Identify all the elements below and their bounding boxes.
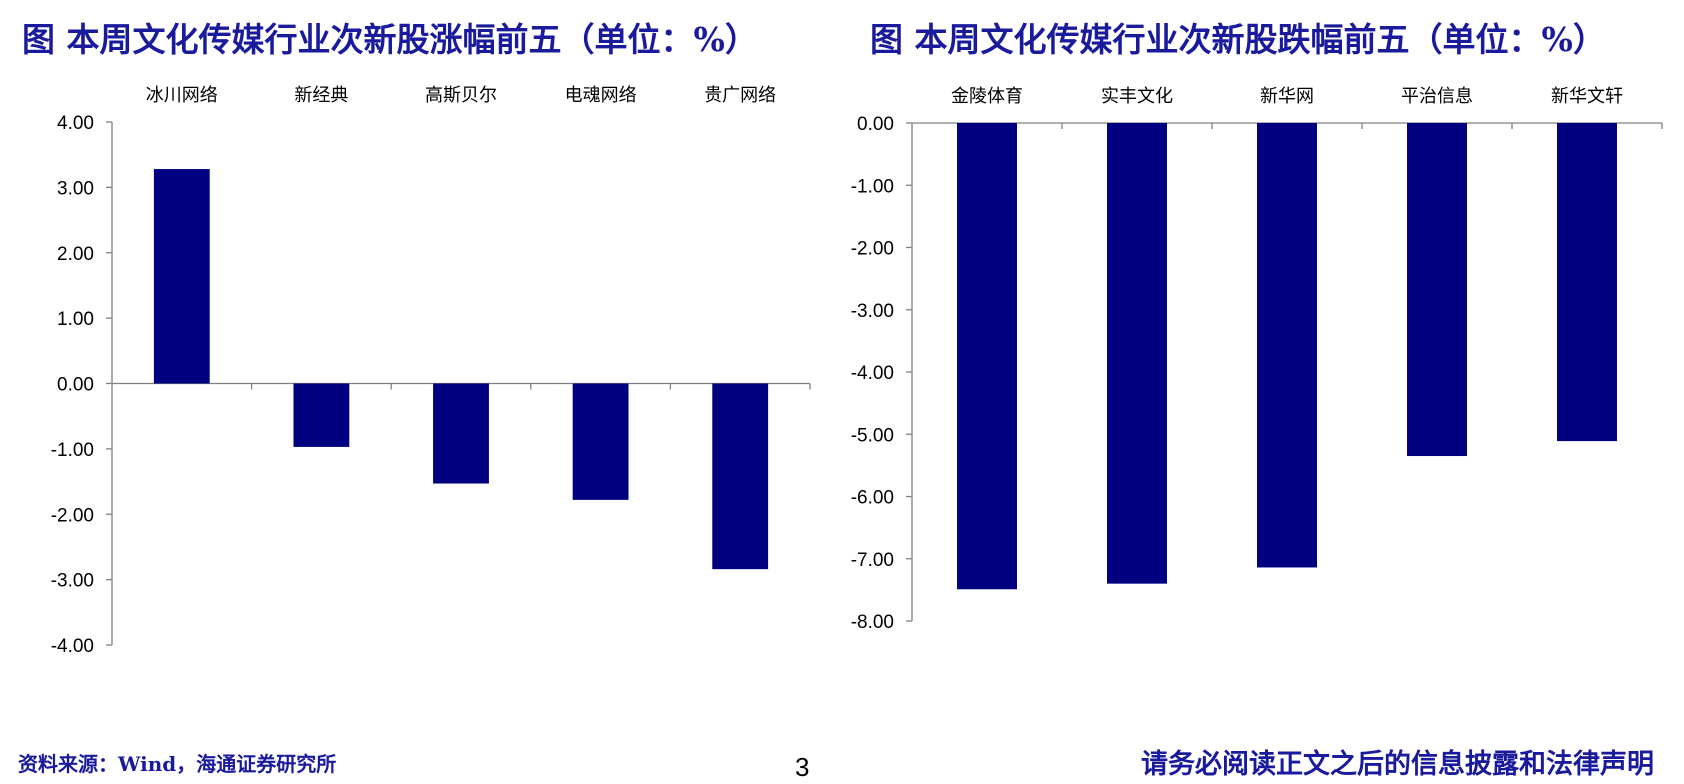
y-tick-label: -7.00 [851, 550, 894, 571]
y-tick-label: -8.00 [851, 612, 894, 633]
y-tick-label: -4.00 [851, 363, 894, 384]
y-tick-label: -3.00 [851, 301, 894, 322]
y-tick-label: 1.00 [57, 309, 94, 330]
y-tick-label: 0.00 [57, 375, 94, 396]
y-tick-label: -4.00 [51, 636, 94, 657]
category-label: 金陵体育 [951, 86, 1023, 107]
category-label: 平治信息 [1401, 86, 1473, 107]
y-tick-label: -5.00 [851, 425, 894, 446]
y-tick-label: -2.00 [851, 239, 894, 260]
bar [1257, 123, 1317, 568]
category-label: 电魂网络 [565, 85, 637, 106]
chart-title-gainers: 图 本周文化传媒行业次新股涨幅前五（单位：%） [22, 20, 758, 59]
y-tick-label: 2.00 [57, 244, 94, 265]
bar [1557, 123, 1617, 442]
chart-title-losers: 图 本周文化传媒行业次新股跌幅前五（单位：%） [870, 20, 1606, 59]
y-tick-label: -1.00 [51, 440, 94, 461]
y-tick-label: -6.00 [851, 488, 894, 509]
y-tick-label: 4.00 [57, 113, 94, 134]
category-label: 实丰文化 [1101, 86, 1173, 107]
bar [572, 383, 629, 500]
bar [712, 383, 769, 570]
disclaimer-note: 请务必阅读正文之后的信息披露和法律声明 [1141, 749, 1654, 780]
category-label: 冰川网络 [146, 85, 218, 106]
bar [153, 169, 210, 384]
y-tick-label: 3.00 [57, 178, 94, 199]
y-tick-label: -1.00 [851, 176, 894, 197]
bar [957, 123, 1017, 590]
y-tick-label: -2.00 [51, 505, 94, 526]
bar [433, 383, 489, 484]
category-label: 新经典 [294, 85, 348, 106]
y-tick-label: 0.00 [857, 114, 894, 135]
category-label: 贵广网络 [704, 85, 776, 106]
category-label: 新华网 [1260, 86, 1314, 107]
bar [1407, 123, 1467, 457]
y-tick-label: -3.00 [51, 571, 94, 592]
source-note: 资料来源：Wind，海通证券研究所 [18, 752, 337, 776]
category-label: 高斯贝尔 [425, 85, 497, 106]
bar [293, 383, 350, 447]
bar [1107, 123, 1167, 584]
category-label: 新华文轩 [1551, 86, 1623, 107]
page-number: 3 [795, 752, 810, 782]
